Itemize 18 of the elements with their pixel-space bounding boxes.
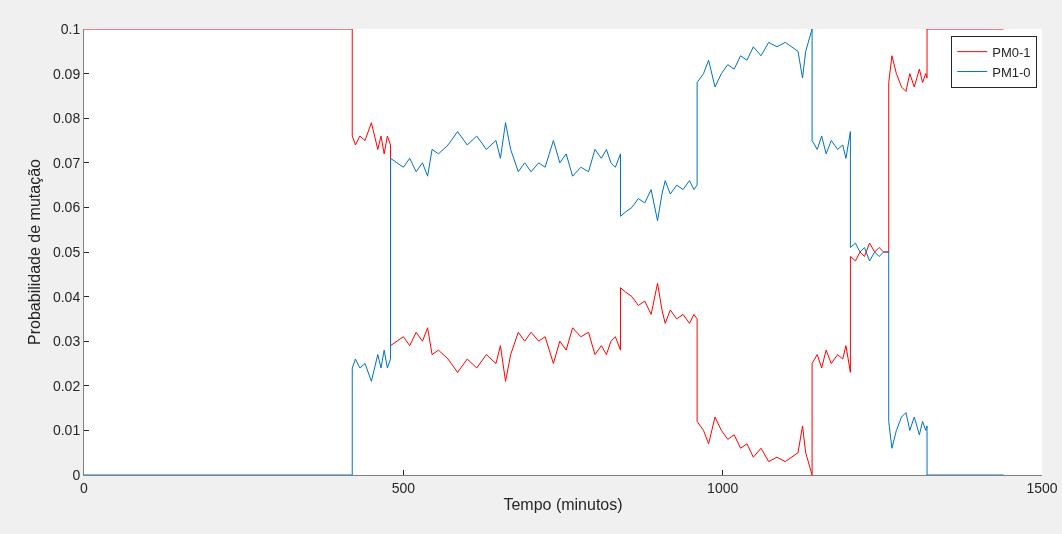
y-tick-label: 0.04	[52, 288, 81, 305]
x-tick-label: 1500	[1026, 479, 1058, 496]
y-tick-label: 0.07	[52, 154, 81, 171]
x-tick-label: 500	[391, 479, 416, 496]
y-tick-label: 0.05	[52, 243, 81, 260]
y-tick-label: 0.03	[52, 333, 81, 350]
y-tick-label: 0.02	[52, 377, 81, 394]
y-tick-label: 0.01	[52, 422, 81, 439]
y-tick-label: 0.08	[52, 110, 81, 127]
y-tick-label: 0.09	[52, 65, 81, 82]
legend-label: PM0-1	[992, 44, 1031, 60]
y-tick-label: 0	[72, 466, 81, 483]
x-tick-label: 1000	[707, 479, 739, 496]
y-tick-label: 0.06	[52, 199, 81, 216]
y-axis-title: Probabilidade de mutação	[25, 158, 43, 345]
x-axis-title: Tempo (minutos)	[503, 496, 623, 514]
legend-label: PM1-0	[992, 64, 1031, 80]
y-tick-label: 0.1	[60, 20, 81, 37]
